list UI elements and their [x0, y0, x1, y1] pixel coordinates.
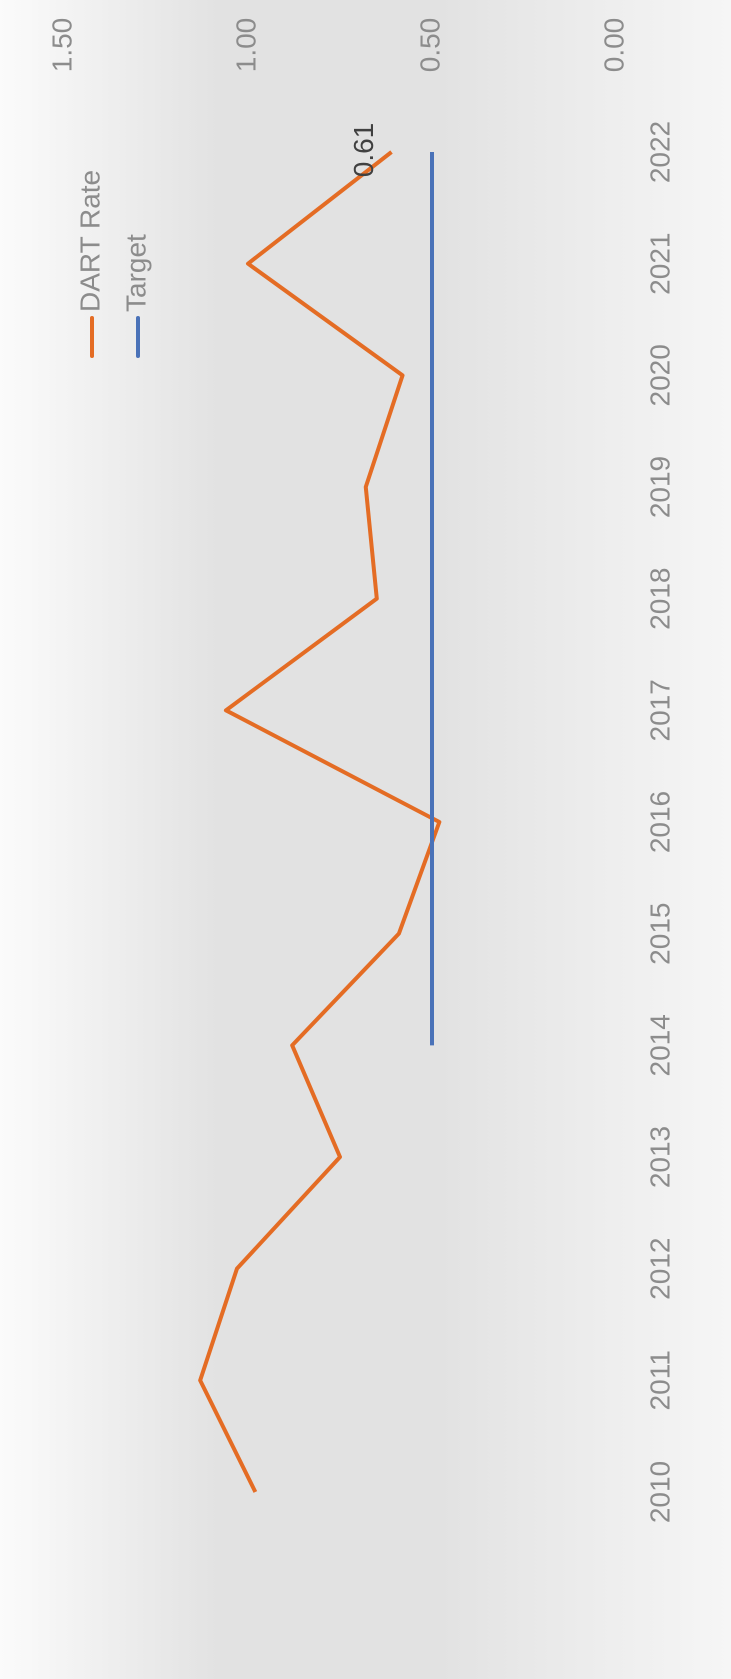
data-line	[198, 150, 442, 1493]
x-tick-label: 2016	[644, 791, 675, 853]
x-tick-label: 2019	[644, 456, 675, 518]
data-label: 0.61	[348, 123, 379, 178]
y-tick-label: 1.00	[230, 18, 261, 73]
legend-label: Target	[120, 234, 151, 312]
x-tick-label: 2011	[644, 1350, 675, 1410]
y-tick-label: 0.00	[598, 18, 629, 73]
y-tick-label: 0.50	[414, 18, 445, 73]
x-tick-label: 2018	[644, 568, 675, 630]
legend-label: DART Rate	[74, 170, 105, 312]
x-tick-label: 2012	[644, 1238, 675, 1300]
y-tick-label: 1.50	[46, 18, 77, 73]
x-tick-label: 2021	[644, 233, 675, 295]
x-tick-label: 2020	[644, 344, 675, 406]
x-tick-label: 2014	[644, 1014, 675, 1076]
x-tick-label: 2022	[644, 121, 675, 183]
x-tick-label: 2010	[644, 1461, 675, 1523]
x-tick-label: 2015	[644, 903, 675, 965]
x-tick-label: 2017	[644, 679, 675, 741]
x-tick-label: 2013	[644, 1126, 675, 1188]
